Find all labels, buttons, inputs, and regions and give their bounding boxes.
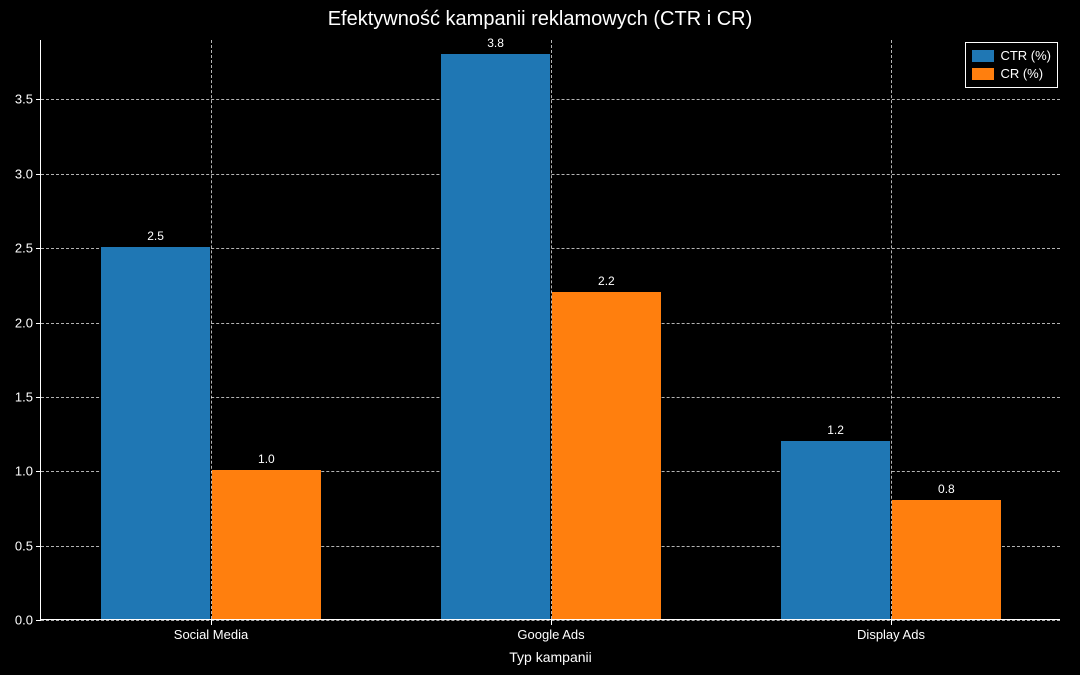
chart-container: Efektywność kampanii reklamowych (CTR i … <box>0 0 1080 675</box>
legend-label: CR (%) <box>1000 65 1043 83</box>
bar-value-label: 2.5 <box>147 229 164 247</box>
bar: 1.2 <box>781 441 890 619</box>
y-tick-label: 2.5 <box>15 241 41 256</box>
chart-title: Efektywność kampanii reklamowych (CTR i … <box>0 8 1080 31</box>
x-tick-label: Social Media <box>174 619 248 642</box>
bar-value-label: 0.8 <box>938 482 955 500</box>
legend-swatch <box>972 50 994 62</box>
y-tick-label: 1.5 <box>15 389 41 404</box>
legend-label: CTR (%) <box>1000 47 1051 65</box>
bar-value-label: 1.2 <box>827 423 844 441</box>
legend-item: CTR (%) <box>972 47 1051 65</box>
y-tick-label: 3.5 <box>15 92 41 107</box>
x-tick-label: Google Ads <box>517 619 584 642</box>
y-tick-label: 3.0 <box>15 166 41 181</box>
x-axis-label: Typ kampanii <box>509 649 591 665</box>
bar: 0.8 <box>892 500 1001 619</box>
legend: CTR (%)CR (%) <box>965 42 1058 88</box>
legend-swatch <box>972 68 994 80</box>
y-tick-label: 1.0 <box>15 464 41 479</box>
y-tick-label: 0.5 <box>15 538 41 553</box>
x-tick-label: Display Ads <box>857 619 925 642</box>
bar: 3.8 <box>441 54 550 619</box>
y-tick-label: 2.0 <box>15 315 41 330</box>
bar-value-label: 3.8 <box>487 36 504 54</box>
plot-area: Typ kampanii CTR (%)CR (%) 0.00.51.01.52… <box>40 40 1060 620</box>
legend-item: CR (%) <box>972 65 1051 83</box>
bar-value-label: 1.0 <box>258 452 275 470</box>
bar: 1.0 <box>212 470 321 619</box>
bar-value-label: 2.2 <box>598 274 615 292</box>
bar: 2.2 <box>552 292 661 619</box>
y-tick-label: 0.0 <box>15 613 41 628</box>
bar: 2.5 <box>101 247 210 619</box>
